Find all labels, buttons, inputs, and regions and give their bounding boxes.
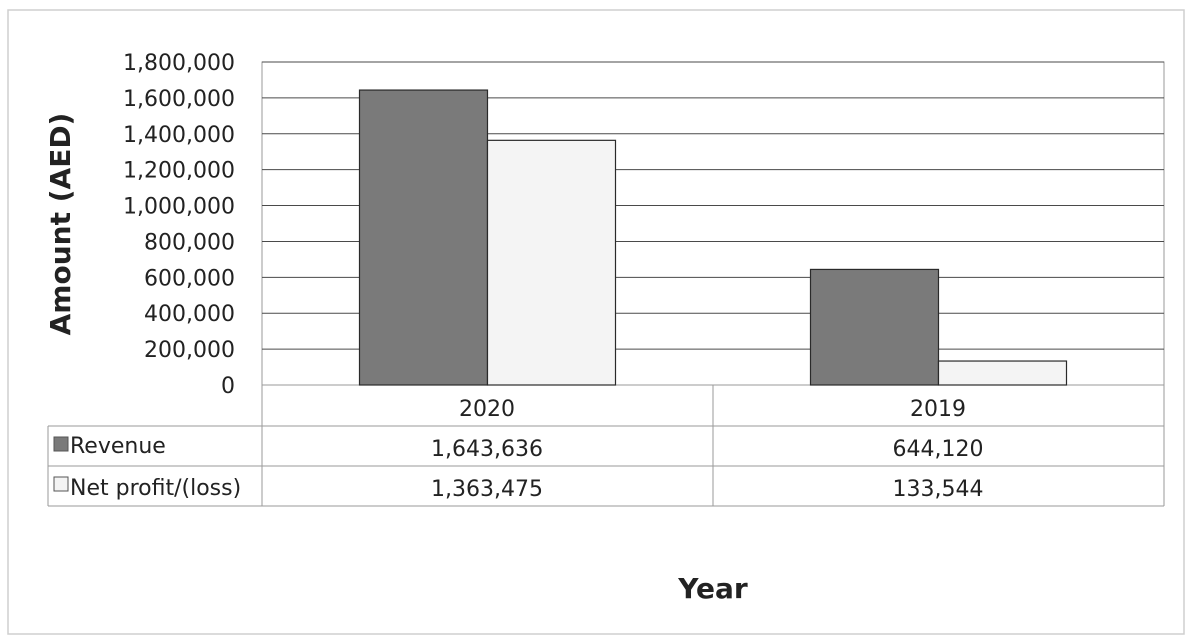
category-label-2019: 2019 xyxy=(910,397,966,422)
y-tick-label: 1,000,000 xyxy=(123,195,235,220)
bar-revenue-2020 xyxy=(358,89,489,386)
bar-net-profit-loss-2019 xyxy=(937,360,1068,386)
category-label-2020: 2020 xyxy=(459,397,515,422)
bar-revenue-2019 xyxy=(809,268,940,386)
bar-net-profit-loss-2020 xyxy=(486,139,617,386)
data-table: 2020 2019 Revenue 1,643,636 644,120 Net … xyxy=(47,385,1165,507)
cell-revenue-2020: 1,643,636 xyxy=(431,437,543,462)
x-axis-title: Year xyxy=(677,572,748,605)
cell-net-profit-2020: 1,363,475 xyxy=(431,477,543,502)
row-label-revenue: Revenue xyxy=(70,434,166,459)
legend-key-revenue xyxy=(53,436,69,452)
y-tick-label: 1,800,000 xyxy=(123,51,235,76)
y-tick-label: 200,000 xyxy=(144,338,235,363)
y-tick-label: 0 xyxy=(221,374,235,399)
bars xyxy=(358,89,1068,386)
y-tick-label: 600,000 xyxy=(144,266,235,291)
y-tick-label: 1,200,000 xyxy=(123,159,235,184)
cell-revenue-2019: 644,120 xyxy=(893,437,984,462)
y-tick-label: 1,600,000 xyxy=(123,87,235,112)
y-axis-ticks: 0 200,000 400,000 600,000 800,000 1,000,000 1,… xyxy=(123,51,235,399)
row-label-net-profit: Net profit/(loss) xyxy=(70,476,241,501)
y-tick-label: 400,000 xyxy=(144,302,235,327)
y-tick-label: 800,000 xyxy=(144,230,235,255)
cell-net-profit-2019: 133,544 xyxy=(893,477,984,502)
y-tick-label: 1,400,000 xyxy=(123,123,235,148)
legend-key-net-profit xyxy=(53,476,69,492)
y-axis-title: Amount (AED) xyxy=(44,113,77,336)
